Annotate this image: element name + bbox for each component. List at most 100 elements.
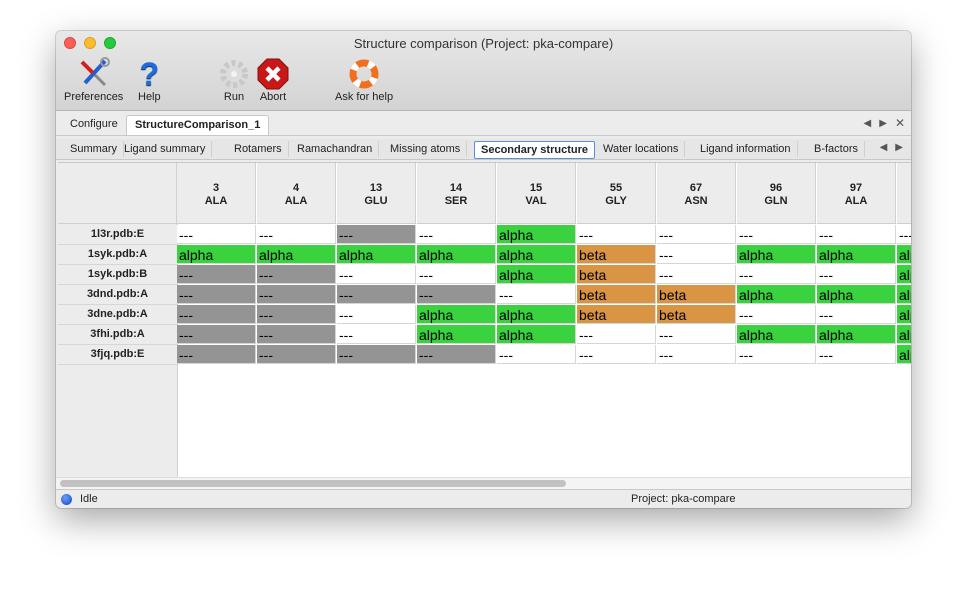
table-cell[interactable]: --- (417, 345, 496, 364)
horizontal-scrollbar[interactable] (56, 477, 911, 489)
subtab-missing-atoms[interactable]: Missing atoms (384, 141, 468, 157)
column-header[interactable]: 55 GLY (577, 163, 656, 224)
subtab-ligand-information[interactable]: Ligand information (694, 141, 798, 157)
column-header[interactable]: 14 SER (417, 163, 496, 224)
column-header[interactable]: 13 GLU (337, 163, 416, 224)
table-cell[interactable]: alpha (897, 305, 911, 324)
table-cell[interactable]: --- (257, 225, 336, 244)
row-label[interactable]: 3fhi.pdb:A (58, 325, 178, 345)
table-cell[interactable]: alpha (417, 245, 496, 264)
row-label[interactable]: 1syk.pdb:B (58, 265, 178, 285)
table-cell[interactable]: --- (337, 225, 416, 244)
table-cell[interactable]: alpha (497, 305, 576, 324)
table-cell[interactable]: --- (177, 285, 256, 304)
table-cell[interactable]: --- (577, 225, 656, 244)
table-cell[interactable]: --- (657, 325, 736, 344)
subtab-ligand-summary[interactable]: Ligand summary (118, 141, 213, 157)
row-label[interactable]: 3fjq.pdb:E (58, 345, 178, 365)
table-cell[interactable]: --- (177, 325, 256, 344)
help-button[interactable]: ? Help (138, 56, 161, 104)
preferences-button[interactable]: Preferences (64, 57, 123, 103)
column-header[interactable]: 4 ALA (257, 163, 336, 224)
subtab-prev-icon[interactable]: ◀ (879, 142, 888, 153)
zoom-button[interactable] (104, 37, 116, 49)
column-header[interactable] (897, 163, 911, 224)
abort-button[interactable]: Abort (256, 57, 290, 103)
table-cell[interactable]: alpha (497, 225, 576, 244)
table-cell[interactable]: alpha (817, 325, 896, 344)
subtab-summary[interactable]: Summary (64, 141, 125, 157)
tab-structurecomparison[interactable]: StructureComparison_1 (126, 115, 270, 135)
table-cell[interactable]: alpha (817, 245, 896, 264)
table-cell[interactable]: alpha (417, 325, 496, 344)
row-label[interactable]: 3dne.pdb:A (58, 305, 178, 325)
table-cell[interactable]: alpha (897, 325, 911, 344)
column-header[interactable]: 67 ASN (657, 163, 736, 224)
table-cell[interactable]: beta (577, 265, 656, 284)
column-header[interactable]: 3 ALA (177, 163, 256, 224)
table-cell[interactable]: --- (817, 305, 896, 324)
table-cell[interactable]: --- (577, 345, 656, 364)
table-cell[interactable]: --- (337, 265, 416, 284)
table-cell[interactable]: --- (817, 345, 896, 364)
table-cell[interactable]: --- (177, 345, 256, 364)
column-header[interactable]: 96 GLN (737, 163, 816, 224)
table-cell[interactable]: --- (657, 225, 736, 244)
table-cell[interactable]: alpha (497, 325, 576, 344)
table-cell[interactable]: --- (737, 225, 816, 244)
tab-close-icon[interactable]: ✕ (894, 116, 905, 130)
table-cell[interactable]: --- (417, 225, 496, 244)
subtab-water-locations[interactable]: Water locations (597, 141, 686, 157)
run-button[interactable]: Run (218, 57, 250, 103)
table-cell[interactable]: --- (657, 265, 736, 284)
close-button[interactable] (64, 37, 76, 49)
scrollbar-thumb[interactable] (60, 480, 566, 487)
table-cell[interactable]: --- (337, 305, 416, 324)
table-cell[interactable]: --- (737, 345, 816, 364)
subtab-next-icon[interactable]: ▶ (895, 142, 903, 153)
table-cell[interactable]: --- (737, 265, 816, 284)
table-cell[interactable]: --- (337, 345, 416, 364)
tab-prev-icon[interactable]: ◀ (863, 118, 872, 129)
minimize-button[interactable] (84, 37, 96, 49)
table-cell[interactable]: --- (737, 305, 816, 324)
table-cell[interactable]: --- (177, 265, 256, 284)
tab-configure[interactable]: Configure (70, 118, 118, 130)
column-header[interactable]: 15 VAL (497, 163, 576, 224)
subtab-ramachandran[interactable]: Ramachandran (291, 141, 380, 157)
table-cell[interactable]: alpha (257, 245, 336, 264)
table-cell[interactable]: alpha (897, 285, 911, 304)
table-cell[interactable]: --- (257, 325, 336, 344)
table-cell[interactable]: beta (657, 305, 736, 324)
table-cell[interactable]: alpha (737, 245, 816, 264)
table-cell[interactable]: alpha (177, 245, 256, 264)
table-cell[interactable]: --- (257, 345, 336, 364)
table-cell[interactable]: alpha (897, 265, 911, 284)
subtab-rotamers[interactable]: Rotamers (228, 141, 289, 157)
table-cell[interactable]: --- (177, 305, 256, 324)
table-cell[interactable]: --- (337, 285, 416, 304)
table-cell[interactable]: alpha (497, 245, 576, 264)
table-cell[interactable]: --- (817, 265, 896, 284)
table-cell[interactable]: --- (417, 265, 496, 284)
tab-next-icon[interactable]: ▶ (879, 118, 887, 129)
ask-for-help-button[interactable]: Ask for help (335, 57, 393, 103)
table-cell[interactable]: alpha (737, 325, 816, 344)
table-cell[interactable]: alpha (737, 285, 816, 304)
subtab-secondary-structure[interactable]: Secondary structure (474, 141, 595, 159)
table-cell[interactable]: alpha (897, 245, 911, 264)
row-label[interactable]: 1l3r.pdb:E (58, 225, 178, 245)
table-cell[interactable]: alpha (897, 345, 911, 364)
table-cell[interactable]: --- (577, 325, 656, 344)
table-cell[interactable]: beta (577, 305, 656, 324)
table-cell[interactable]: alpha (417, 305, 496, 324)
table-cell[interactable]: beta (577, 245, 656, 264)
table-cell[interactable]: alpha (497, 265, 576, 284)
row-label[interactable]: 1syk.pdb:A (58, 245, 178, 265)
table-cell[interactable]: beta (577, 285, 656, 304)
subtab-b-factors[interactable]: B-factors (808, 141, 866, 157)
table-cell[interactable]: --- (257, 285, 336, 304)
table-cell[interactable]: --- (257, 305, 336, 324)
table-cell[interactable]: --- (657, 345, 736, 364)
column-header[interactable]: 97 ALA (817, 163, 896, 224)
